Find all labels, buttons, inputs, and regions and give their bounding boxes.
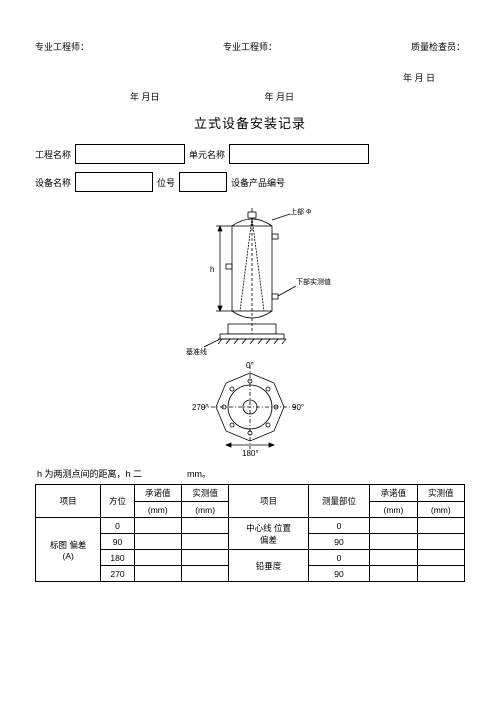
equip-name-label: 设备名称: [35, 176, 71, 189]
hdr-mm-4: (mm): [417, 502, 464, 518]
cell[interactable]: [134, 550, 181, 566]
sig-inspector: 质量检查员：: [411, 40, 465, 53]
cell[interactable]: [134, 518, 181, 534]
hdr-mm-2: (mm): [181, 502, 228, 518]
hdr-mm-1: (mm): [134, 502, 181, 518]
pos-box[interactable]: [179, 172, 227, 192]
plumb: 铅垂度: [229, 550, 309, 582]
sig-engineer-1: 专业工程师：: [35, 40, 89, 53]
pos-label: 位号: [157, 176, 175, 189]
lower-meas-label: 下部实测值: [296, 277, 331, 286]
hdr-measured: 实测值: [181, 485, 228, 502]
h-note-prefix: h 为两测点间的距离，h 二: [37, 469, 142, 479]
equipment-side-view: h 上部 Φ 下部实测值 基准线: [160, 204, 340, 359]
rdir-0: 0: [308, 518, 369, 534]
h-note-unit: mm。: [187, 469, 211, 479]
unit-name-label: 单元名称: [189, 148, 225, 161]
measurement-table: 项目 方位 承诺值 实测值 项目 测量部位 承诺值 实测值 (mm) (mm) …: [35, 484, 465, 582]
top-phi-label: 上部 Φ: [290, 207, 312, 216]
date-ymd-1: 年 月 日: [403, 73, 435, 83]
hdr-dir: 方位: [101, 485, 134, 518]
h-label: h: [210, 265, 214, 274]
angle-90: 90°: [292, 403, 304, 412]
cell[interactable]: [181, 534, 228, 550]
hdr-measpart: 测量部位: [308, 485, 369, 518]
signature-row: 专业工程师： 专业工程师： 质量检查员：: [35, 40, 465, 53]
hdr-item: 项目: [36, 485, 101, 518]
info-row-1: 工程名称 单元名称: [35, 144, 465, 164]
rdir-0b: 0: [308, 550, 369, 566]
equip-name-box[interactable]: [75, 172, 153, 192]
diagram-area: h 上部 Φ 下部实测值 基准线: [35, 204, 465, 459]
baseline-label: 基准线: [186, 347, 207, 356]
cell[interactable]: [181, 518, 228, 534]
project-name-box[interactable]: [75, 144, 185, 164]
unit-name-box[interactable]: [229, 144, 369, 164]
left-item: 标图 偏差 (A): [36, 518, 101, 582]
cell[interactable]: [417, 518, 464, 534]
cell[interactable]: [370, 566, 417, 582]
equipment-plan-view: 0° 90° 180° 270°: [180, 359, 320, 459]
info-row-2: 设备名称 位号 设备产品编号: [35, 172, 465, 192]
hdr-mm-3: (mm): [370, 502, 417, 518]
cell[interactable]: [370, 534, 417, 550]
center-dev: 中心线 位置 偏差: [229, 518, 309, 550]
date-ymd-2: 年 月日: [130, 90, 160, 103]
date-row-two: 年 月日 年 月日: [35, 90, 465, 103]
dir-90: 90: [101, 534, 134, 550]
table-header-row: 项目 方位 承诺值 实测值 项目 测量部位 承诺值 实测值: [36, 485, 465, 502]
date-top-right: 年 月 日: [35, 71, 465, 84]
cell[interactable]: [134, 534, 181, 550]
rdir-90: 90: [308, 534, 369, 550]
cell[interactable]: [370, 550, 417, 566]
cell[interactable]: [134, 566, 181, 582]
date-ymd-3: 年 月日: [265, 90, 295, 103]
cell[interactable]: [417, 566, 464, 582]
project-name-label: 工程名称: [35, 148, 71, 161]
h-note: h 为两测点间的距离，h 二 mm。: [37, 467, 465, 480]
dir-270: 270: [101, 566, 134, 582]
rdir-90b: 90: [308, 566, 369, 582]
hdr-promise2: 承诺值: [370, 485, 417, 502]
angle-0: 0°: [246, 361, 254, 370]
hdr-measured2: 实测值: [417, 485, 464, 502]
dir-0: 0: [101, 518, 134, 534]
cell[interactable]: [417, 550, 464, 566]
sig-engineer-2: 专业工程师：: [223, 40, 277, 53]
angle-180: 180°: [242, 449, 259, 458]
hdr-item2: 项目: [229, 485, 309, 518]
dir-180: 180: [101, 550, 134, 566]
page-title: 立式设备安装记录: [35, 113, 465, 132]
product-no-label: 设备产品编号: [231, 176, 285, 189]
table-row: 标图 偏差 (A) 0 中心线 位置 偏差 0: [36, 518, 465, 534]
cell[interactable]: [370, 518, 417, 534]
hdr-promise: 承诺值: [134, 485, 181, 502]
cell[interactable]: [181, 566, 228, 582]
cell[interactable]: [181, 550, 228, 566]
cell[interactable]: [417, 534, 464, 550]
angle-270: 270°: [192, 403, 209, 412]
